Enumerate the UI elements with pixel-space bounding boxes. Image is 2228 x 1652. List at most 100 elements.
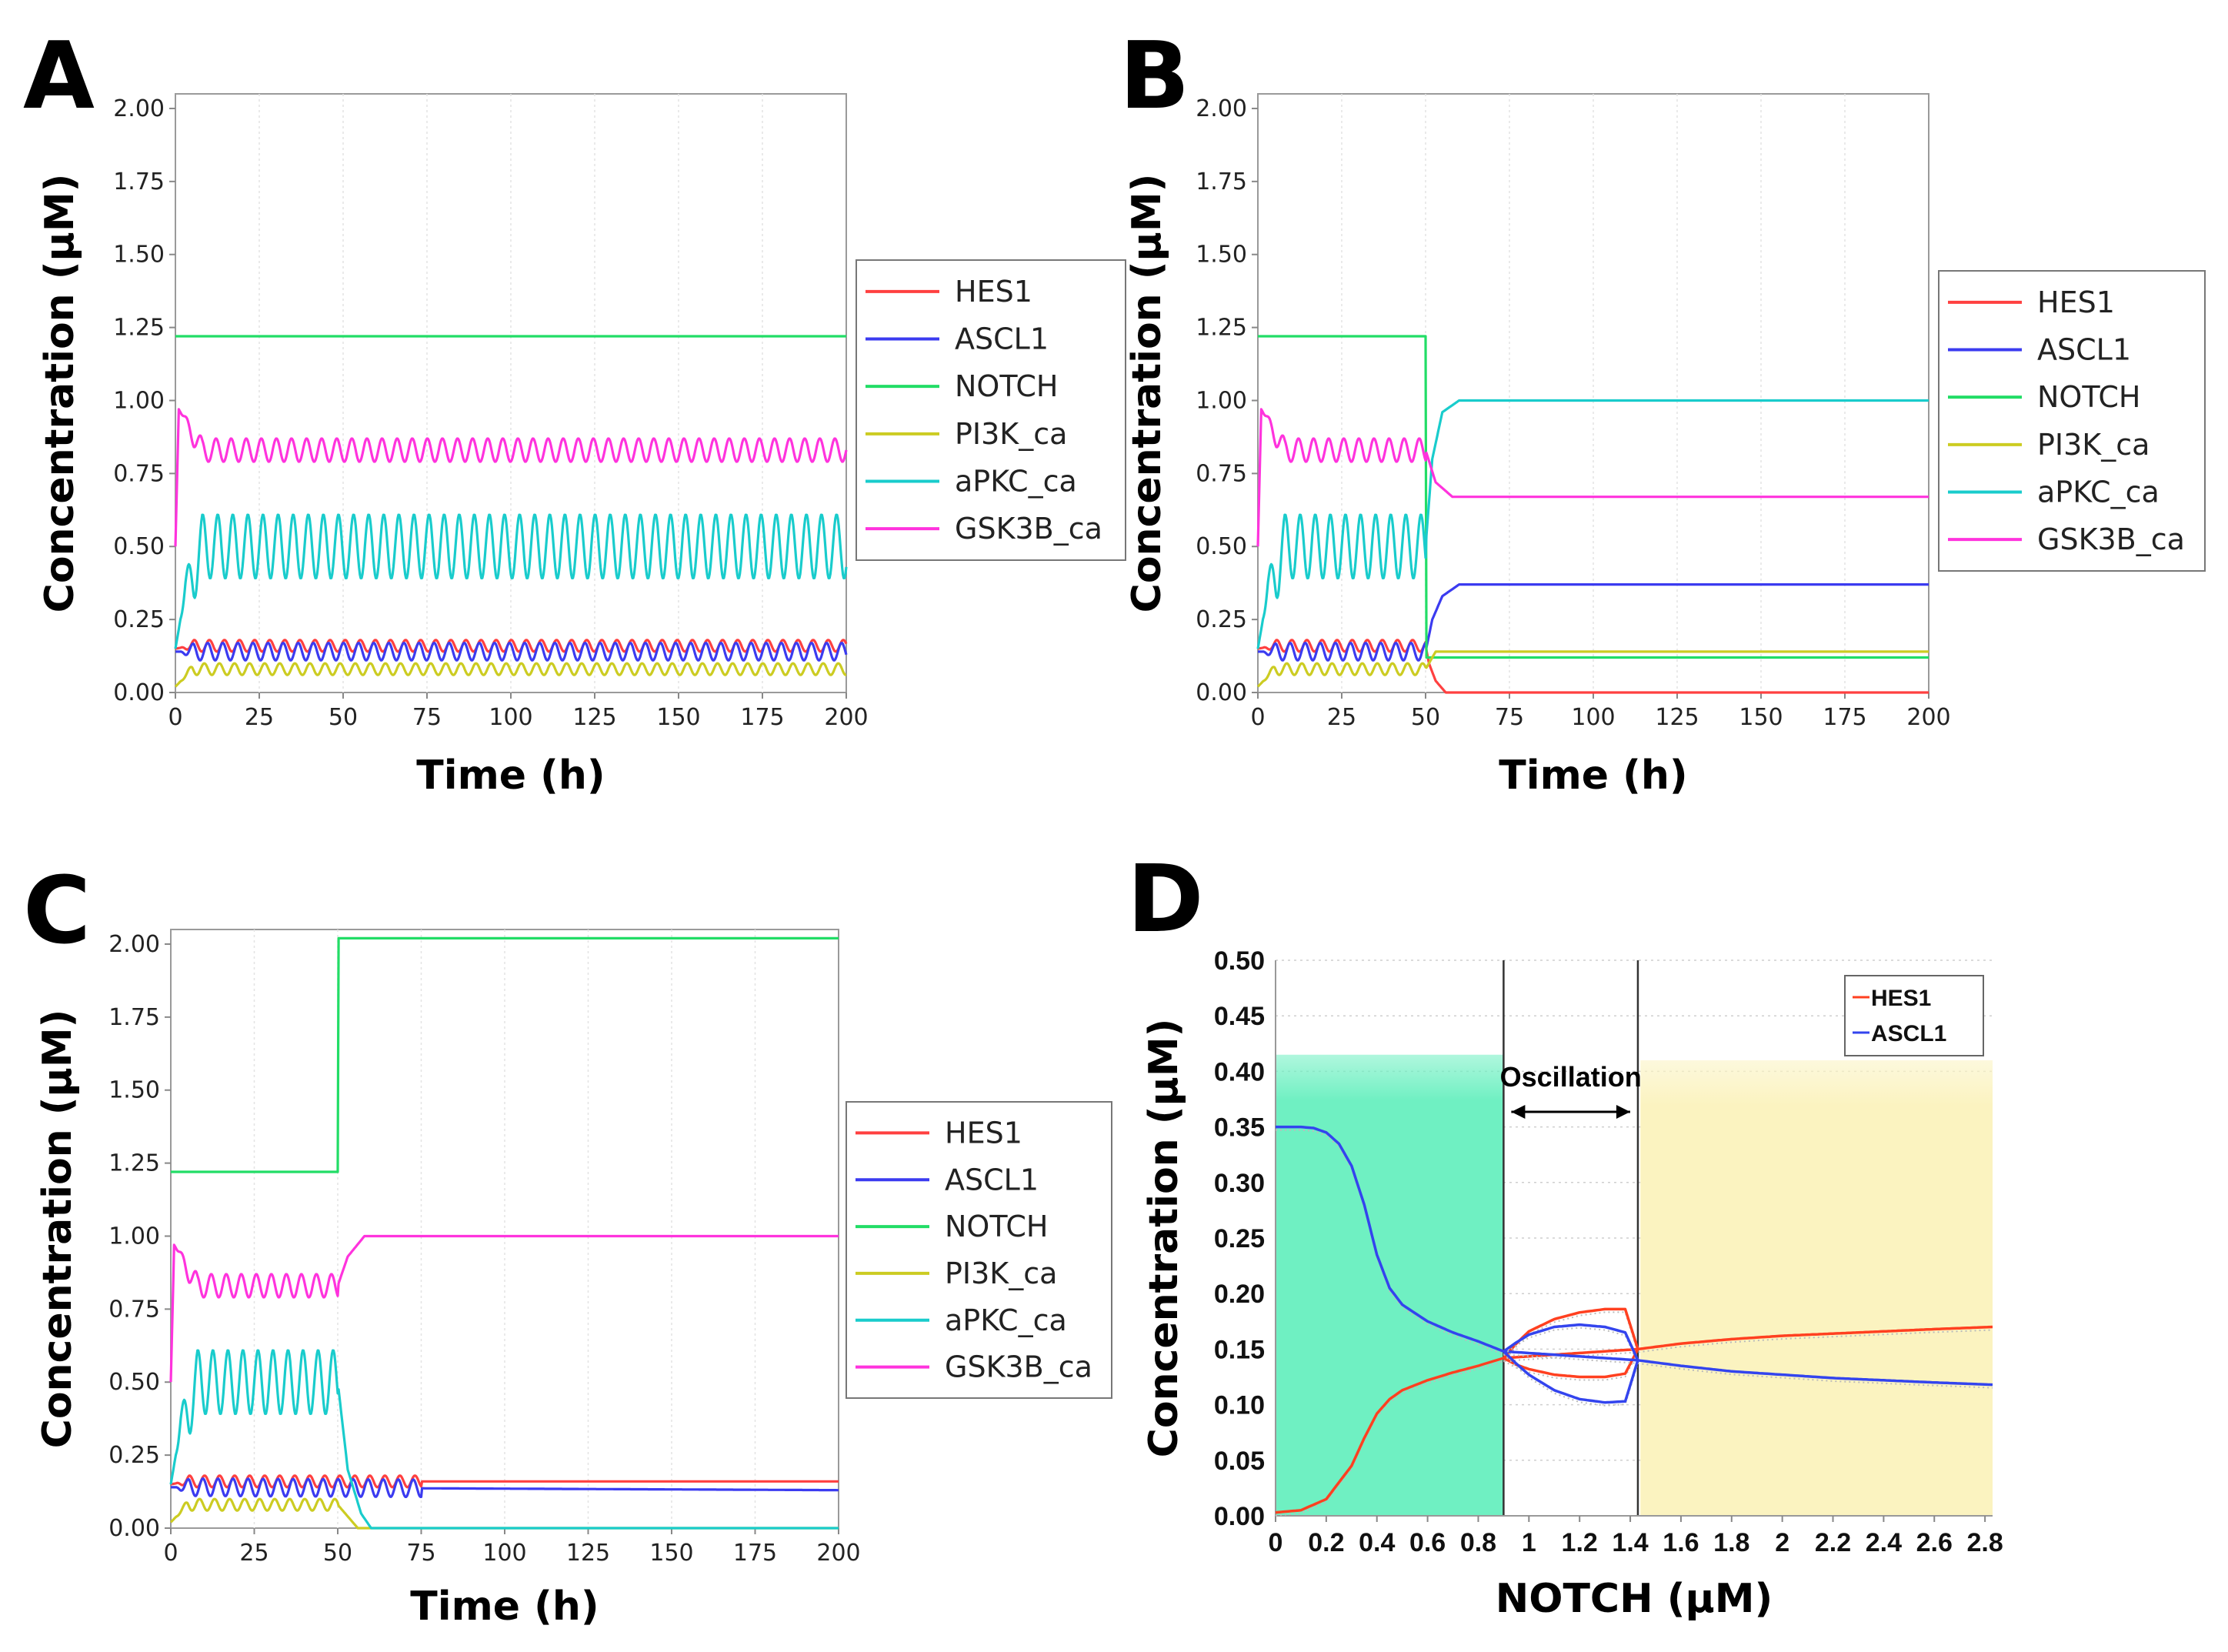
x-tick-label: 2.4 <box>1866 1528 1902 1557</box>
x-tick-label: 150 <box>1739 704 1783 731</box>
x-tick-label: 200 <box>1906 704 1950 731</box>
x-tick-label: 0 <box>1250 704 1265 731</box>
x-tick-label: 1 <box>1522 1528 1536 1557</box>
y-tick-label: 0.00 <box>1214 1502 1265 1531</box>
series-line-hes1 <box>1257 639 1929 694</box>
x-tick-label: 0.6 <box>1409 1528 1446 1557</box>
x-tick-label: 25 <box>239 1540 268 1567</box>
y-tick-label: 0.75 <box>108 1296 160 1323</box>
series-line-notch <box>1257 335 1929 659</box>
y-tick-label: 1.00 <box>113 387 165 414</box>
series-line-hes1-lower-envelope <box>1503 1348 1639 1379</box>
legend-label-gsk3b-ca: GSK3B_ca <box>945 1350 1092 1384</box>
legend-label-hes1: HES1 <box>945 1116 1022 1150</box>
legend-label-ascl1: ASCL1 <box>2037 333 2131 367</box>
x-tick-label: 1.8 <box>1713 1528 1749 1557</box>
y-tick-label: 0.25 <box>1196 606 1247 633</box>
x-tick-label: 2.8 <box>1966 1528 2003 1557</box>
x-axis-title: Time (h) <box>1499 753 1687 799</box>
series-line-apkc-ca <box>169 1349 839 1530</box>
oscillation-arrow-head-left <box>1511 1105 1526 1119</box>
x-tick-label: 100 <box>482 1540 526 1567</box>
legend-box <box>1844 975 1984 1056</box>
y-tick-label: 1.75 <box>113 169 165 195</box>
x-tick-label: 100 <box>1571 704 1615 731</box>
x-tick-label: 50 <box>1411 704 1440 731</box>
legend-box <box>1938 270 2206 572</box>
legend-label-pi3k-ca: PI3K_ca <box>955 417 1067 451</box>
y-axis-title: Concentration (µM) <box>1124 174 1170 613</box>
legend-label-ascl1: ASCL1 <box>955 322 1049 356</box>
y-tick-label: 0.25 <box>1214 1224 1265 1253</box>
legend-label-hes1: HES1 <box>1871 986 1931 1011</box>
y-tick-label: 1.75 <box>1196 169 1247 195</box>
y-tick-label: 0.00 <box>113 679 165 706</box>
y-tick-label: 0.15 <box>1214 1335 1265 1364</box>
y-axis-title: Concentration (µM) <box>37 174 83 613</box>
y-tick-label: 0.00 <box>1196 679 1247 706</box>
series-line-gsk3b-ca <box>1256 408 1929 547</box>
x-tick-label: 1.6 <box>1663 1528 1699 1557</box>
y-tick-label: 0.50 <box>1196 533 1247 560</box>
x-axis-title: Time (h) <box>410 1584 599 1630</box>
x-tick-label: 125 <box>566 1540 610 1567</box>
plot-area <box>170 929 839 1529</box>
series-line-gsk3b-ca <box>174 408 848 547</box>
x-tick-label: 0 <box>1269 1528 1283 1557</box>
y-tick-label: 0.00 <box>108 1515 160 1542</box>
legend-label-gsk3b-ca: GSK3B_ca <box>2037 522 2185 556</box>
series-line-apkc-ca <box>1256 399 1929 649</box>
panel-letter-d: D <box>1127 846 1204 953</box>
legend-label-notch: NOTCH <box>955 369 1058 403</box>
legend-label-apkc-ca: aPKC_ca <box>945 1303 1067 1337</box>
y-tick-label: 0.75 <box>1196 460 1247 487</box>
oscillation-arrow-head-right <box>1616 1105 1630 1119</box>
x-tick-label: 2.2 <box>1815 1528 1851 1557</box>
legend-box <box>846 1101 1112 1399</box>
plot-area <box>1257 93 1929 693</box>
legend-label-apkc-ca: aPKC_ca <box>955 465 1077 499</box>
x-tick-label: 0.8 <box>1460 1528 1496 1557</box>
legend-label-ascl1: ASCL1 <box>945 1163 1039 1196</box>
x-tick-label: 0 <box>168 704 182 731</box>
x-tick-label: 75 <box>412 704 442 731</box>
y-tick-label: 1.50 <box>113 242 165 269</box>
y-tick-label: 0.25 <box>108 1442 160 1469</box>
x-tick-label: 200 <box>816 1540 860 1567</box>
legend-label-notch: NOTCH <box>2037 380 2140 414</box>
x-tick-label: 150 <box>649 1540 693 1567</box>
x-tick-label: 2.6 <box>1916 1528 1953 1557</box>
series-line-ascl1 <box>1276 1125 1993 1387</box>
y-tick-label: 0.30 <box>1214 1169 1265 1198</box>
series-line-hes1-upper-envelope <box>1503 1307 1639 1360</box>
legend-box <box>856 259 1126 561</box>
panel-letter-c: C <box>23 858 91 965</box>
series-line-ascl1 <box>170 1477 839 1499</box>
series-line-ascl1 <box>1257 582 1929 662</box>
y-tick-label: 2.00 <box>108 931 160 958</box>
series-line-pi3k-ca <box>1256 650 1929 688</box>
x-axis-title: NOTCH (µM) <box>1496 1576 1773 1622</box>
legend-label-pi3k-ca: PI3K_ca <box>2037 428 2150 462</box>
series-line-apkc-ca <box>174 513 848 649</box>
x-tick-label: 1.2 <box>1562 1528 1598 1557</box>
y-tick-label: 0.40 <box>1214 1057 1265 1086</box>
legend-label-gsk3b-ca: GSK3B_ca <box>955 512 1102 546</box>
x-tick-label: 25 <box>245 704 274 731</box>
x-tick-label: 200 <box>824 704 868 731</box>
x-tick-label: 0.2 <box>1308 1528 1344 1557</box>
x-tick-label: 175 <box>1823 704 1866 731</box>
y-tick-label: 2.00 <box>1196 95 1247 122</box>
yellow-region <box>1640 1060 1993 1516</box>
series-line-ascl1 <box>175 642 848 662</box>
plot-area <box>175 93 847 693</box>
y-tick-label: 0.20 <box>1214 1280 1265 1309</box>
y-tick-label: 1.25 <box>113 315 165 342</box>
chart-panel-d: 0 0.2 0.4 0.6 0.8 1 1.2 1.4 1.6 1.8 2 2.2 2.4 2.6 2.8 0… <box>1141 946 2003 1622</box>
series-line-pi3k-ca <box>174 662 847 688</box>
y-tick-label: 0.50 <box>1214 946 1265 976</box>
x-tick-label: 75 <box>406 1540 435 1567</box>
legend-label-hes1: HES1 <box>955 275 1032 309</box>
y-axis-title: Concentration (µM) <box>35 1010 81 1449</box>
